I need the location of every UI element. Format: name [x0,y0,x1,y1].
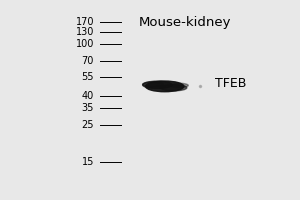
Text: 130: 130 [76,27,94,37]
Ellipse shape [171,83,188,88]
Ellipse shape [142,81,172,89]
Text: 70: 70 [82,56,94,66]
Text: 15: 15 [82,157,94,167]
Ellipse shape [160,85,187,91]
Text: 170: 170 [76,17,94,27]
Text: 55: 55 [82,72,94,82]
Ellipse shape [146,81,184,92]
Text: 40: 40 [82,91,94,101]
Ellipse shape [142,82,163,87]
Text: Mouse-kidney: Mouse-kidney [139,16,232,29]
Text: 35: 35 [82,103,94,113]
Text: 100: 100 [76,39,94,49]
Text: TFEB: TFEB [215,77,246,90]
Text: 25: 25 [82,120,94,130]
